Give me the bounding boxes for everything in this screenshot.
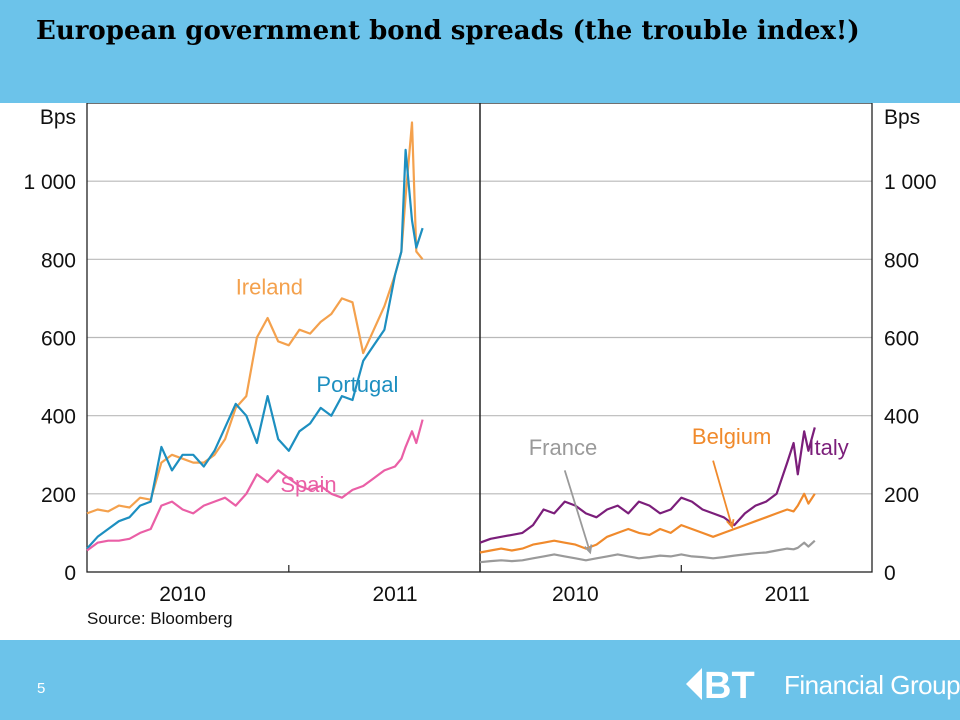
series-label-belgium: Belgium bbox=[692, 424, 771, 449]
series-label-ireland: Ireland bbox=[236, 275, 303, 300]
ytick-left-400: 400 bbox=[41, 406, 76, 429]
series-lines bbox=[86, 121, 816, 564]
series-line-spain bbox=[86, 419, 424, 552]
bt-financial-group-logo: BT Financial Group bbox=[684, 662, 960, 707]
series-line-ireland bbox=[86, 121, 424, 515]
logo-text: Financial Group bbox=[784, 670, 960, 700]
ylabel-right: Bps bbox=[884, 106, 920, 129]
series-label-france: France bbox=[529, 435, 597, 460]
series-line-portugal bbox=[86, 148, 424, 550]
series-label-spain: Spain bbox=[280, 472, 336, 497]
title-band: European government bond spreads (the tr… bbox=[0, 0, 960, 103]
france-pointer bbox=[563, 470, 592, 553]
series-line-italy bbox=[479, 427, 816, 544]
bond-spreads-chart: 0 0 200 200 400 400 600 600 800 800 1 000 1 000 Bps B… bbox=[23, 103, 937, 628]
france-pointer-head bbox=[584, 544, 593, 555]
series-line-france bbox=[479, 539, 816, 564]
bt-logo-icon: BT bbox=[686, 665, 755, 707]
ytick-left-600: 600 bbox=[41, 328, 76, 351]
logo-mark: BT bbox=[704, 665, 755, 706]
xtick-0-2011: 2011 bbox=[372, 583, 417, 606]
chart-source: Source: Bloomberg bbox=[87, 609, 233, 628]
chart-frame bbox=[86, 103, 873, 573]
series-line-belgium bbox=[479, 492, 816, 554]
ytick-right-1000: 1 000 bbox=[884, 171, 937, 194]
ytick-left-200: 200 bbox=[41, 484, 76, 507]
ytick-left-1000: 1 000 bbox=[23, 171, 76, 194]
belgium-pointer bbox=[712, 460, 734, 528]
ytick-right-600: 600 bbox=[884, 328, 919, 351]
footer-band: 5 BT Financial Group bbox=[0, 640, 960, 720]
ytick-right-400: 400 bbox=[884, 406, 919, 429]
ytick-right-0: 0 bbox=[884, 562, 896, 585]
series-label-italy: Italy bbox=[808, 435, 848, 460]
page-number: 5 bbox=[37, 680, 46, 697]
belgium-pointer-head bbox=[726, 519, 735, 530]
series-label-portugal: Portugal bbox=[316, 372, 398, 397]
xtick-1-2010: 2010 bbox=[552, 583, 599, 606]
ytick-right-800: 800 bbox=[884, 249, 919, 272]
ytick-left-0: 0 bbox=[64, 562, 76, 585]
xtick-1-2011: 2011 bbox=[765, 583, 810, 606]
slide-title: European government bond spreads (the tr… bbox=[36, 16, 860, 46]
ytick-right-200: 200 bbox=[884, 484, 919, 507]
chart-labels: 0 0 200 200 400 400 600 600 800 800 1 000 1 000 Bps B… bbox=[23, 106, 936, 628]
xtick-0-2010: 2010 bbox=[159, 583, 206, 606]
ytick-left-800: 800 bbox=[41, 249, 76, 272]
ylabel-left: Bps bbox=[40, 106, 76, 129]
